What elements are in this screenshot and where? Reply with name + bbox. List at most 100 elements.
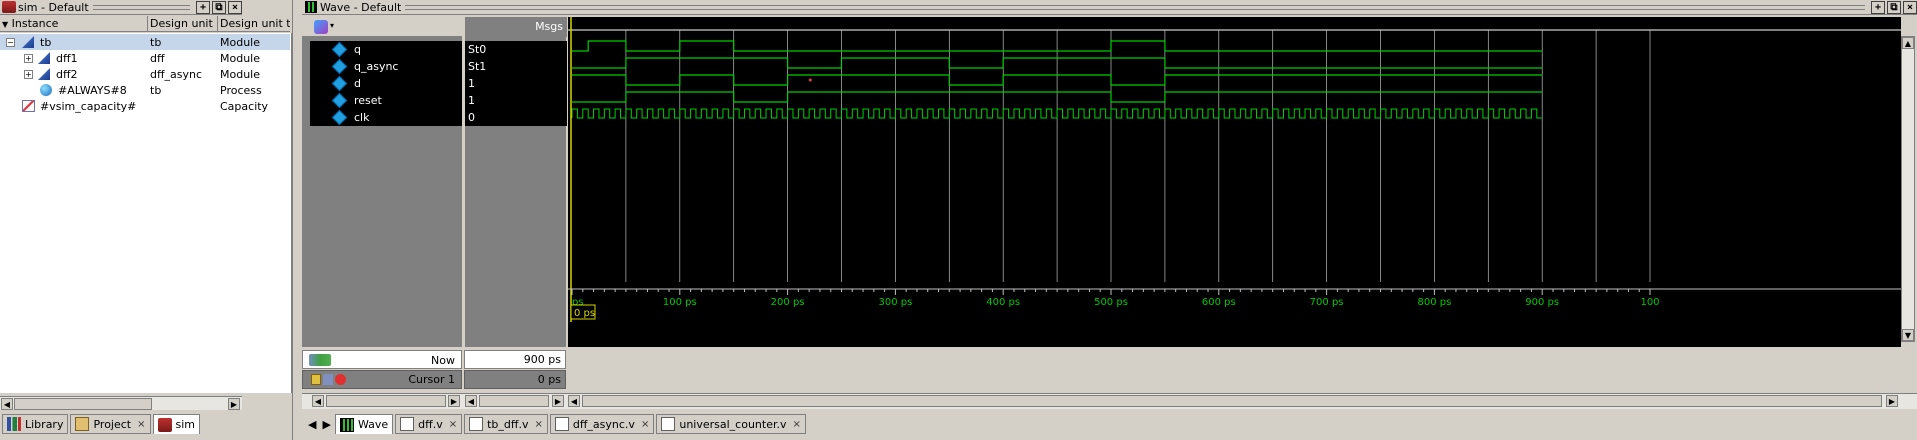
column-design-unit-label: Design unit — [150, 17, 213, 30]
tab-tb-dff-v[interactable]: tb_dff.v × — [464, 414, 548, 434]
wave-panel: Wave - Default + ⧉ × ▾ q q_async d — [302, 0, 1917, 440]
tab-close-icon[interactable]: × — [448, 418, 458, 430]
design-unit-type: Process — [220, 83, 262, 97]
signal-row-clk[interactable]: clk — [310, 109, 462, 126]
tab-sim[interactable]: sim — [152, 414, 201, 434]
expand-icon[interactable]: + — [24, 70, 33, 79]
column-instance[interactable]: ▼ Instance — [0, 16, 148, 32]
tab-library[interactable]: Library — [2, 414, 69, 434]
tab-dff-async-v-label: dff_async.v — [572, 417, 635, 431]
names-scroll-right-icon[interactable]: ▶ — [448, 395, 460, 407]
expand-icon[interactable]: + — [24, 54, 33, 63]
tab-sim-label: sim — [175, 418, 196, 431]
file-icon — [400, 417, 415, 431]
signal-name: q — [354, 43, 361, 56]
time-label: ps — [572, 297, 584, 308]
names-scroll-thumb[interactable] — [326, 395, 446, 407]
tree-row-dff2[interactable]: + dff2 dff_async Module — [0, 66, 290, 82]
wave-scroll-left-icon[interactable]: ◀ — [568, 395, 580, 407]
tab-wave[interactable]: Wave — [334, 414, 394, 434]
scroll-up-icon[interactable]: ▲ — [1902, 37, 1914, 49]
column-design-unit-type[interactable]: Design unit typ — [218, 16, 290, 32]
edit-cursor-icon[interactable] — [323, 374, 333, 385]
tree-row-tb[interactable]: − tb tb Module — [0, 34, 290, 50]
instance-name: #vsim_capacity# — [40, 99, 137, 113]
scroll-right-icon[interactable]: ▶ — [228, 398, 240, 410]
signal-row-d[interactable]: d — [310, 75, 462, 92]
tab-dff-v-label: dff.v — [418, 417, 443, 431]
sim-panel-titlebar: sim - Default + ⧉ × — [0, 0, 242, 15]
sim-horizontal-scrollbar[interactable]: ◀ ▶ — [0, 396, 242, 410]
lock-icon[interactable] — [311, 374, 321, 385]
column-design-unit-type-label: Design unit typ — [220, 17, 290, 30]
tabs-scroll-right-icon[interactable]: ▶ — [322, 417, 331, 431]
wave-scroll-thumb[interactable] — [582, 395, 1882, 407]
cursor-value: 0 ps — [464, 370, 566, 389]
wave-panel-tabs: ◀ ▶ Wave dff.v × tb_dff.v × dff_async.v … — [302, 414, 1602, 436]
tab-dff-async-v[interactable]: dff_async.v × — [549, 414, 655, 434]
scroll-down-icon[interactable]: ▼ — [1902, 329, 1914, 341]
column-design-unit[interactable]: Design unit — [148, 16, 218, 32]
project-icon — [75, 417, 90, 431]
names-scroll-left-icon[interactable]: ◀ — [312, 395, 324, 407]
panel-splitter[interactable] — [292, 0, 302, 440]
waveform-d — [572, 74, 1543, 86]
collapse-icon[interactable]: − — [6, 38, 15, 47]
waveform-area[interactable]: ps 100 ps 200 ps 300 ps 400 ps 500 ps 600 ps 70… — [568, 17, 1901, 347]
sim-tab-icon — [157, 417, 172, 432]
time-label: 300 ps — [878, 297, 912, 308]
format-icon[interactable] — [314, 20, 328, 34]
time-label: 700 ps — [1310, 297, 1344, 308]
wave-icon — [305, 1, 317, 13]
signal-name: clk — [354, 111, 370, 124]
wave-panel-drag-grip[interactable] — [405, 4, 1865, 10]
design-unit-type: Module — [220, 67, 260, 81]
tabs-scroll-left-icon[interactable]: ◀ — [308, 417, 317, 431]
tree-row-vsim-capacity[interactable]: #vsim_capacity# Capacity — [0, 98, 290, 114]
cursor-label: Cursor 1 — [408, 373, 455, 386]
scroll-thumb[interactable] — [14, 398, 152, 410]
tab-project-close-icon[interactable]: × — [137, 418, 146, 430]
sim-panel: sim - Default + ⧉ × ▼ Instance Design un… — [0, 0, 292, 440]
dropdown-arrow-icon[interactable]: ▾ — [330, 21, 335, 30]
signal-toolbar: ▾ — [302, 17, 462, 37]
file-icon — [554, 417, 569, 431]
msgs-scroll-left-icon[interactable]: ◀ — [465, 395, 477, 407]
msgs-scroll-right-icon[interactable]: ▶ — [552, 395, 564, 407]
sim-panel-close-icon[interactable]: × — [228, 0, 242, 14]
wave-panel-undock-icon[interactable]: ⧉ — [1887, 0, 1901, 14]
tab-dff-v[interactable]: dff.v × — [395, 414, 463, 434]
tree-row-dff1[interactable]: + dff1 dff Module — [0, 50, 290, 66]
cursor-time-box — [570, 304, 596, 320]
msgs-scroll-thumb[interactable] — [479, 395, 549, 407]
wave-panel-add-icon[interactable]: + — [1871, 0, 1885, 14]
signal-row-q[interactable]: q — [310, 41, 462, 58]
tree-row-always[interactable]: #ALWAYS#8 tb Process — [0, 82, 290, 98]
tab-close-icon[interactable]: × — [640, 418, 650, 430]
waveform-canvas[interactable]: ps 100 ps 200 ps 300 ps 400 ps 500 ps 600 ps 70… — [568, 17, 1901, 347]
wave-vertical-scrollbar[interactable]: ▲ ▼ — [1901, 36, 1915, 342]
sim-panel-add-icon[interactable]: + — [196, 0, 210, 14]
delete-cursor-icon[interactable] — [335, 374, 346, 385]
tab-project[interactable]: Project × — [70, 414, 151, 434]
now-toolbar-icons[interactable] — [309, 354, 331, 366]
tab-close-icon[interactable]: × — [792, 418, 801, 430]
now-label: Now — [431, 354, 455, 367]
instance-table-header: ▼ Instance Design unit Design unit typ — [0, 16, 290, 32]
tab-close-icon[interactable]: × — [534, 418, 543, 430]
tab-wave-label: Wave — [357, 418, 389, 431]
sim-panel-undock-icon[interactable]: ⧉ — [212, 0, 226, 14]
wave-panel-close-icon[interactable]: × — [1903, 0, 1917, 14]
scroll-left-icon[interactable]: ◀ — [1, 398, 13, 410]
design-unit: tb — [150, 35, 162, 49]
tab-library-label: Library — [25, 417, 64, 431]
signal-value: St0 — [465, 41, 567, 58]
sim-panel-drag-grip[interactable] — [92, 4, 190, 10]
signal-row-q-async[interactable]: q_async — [310, 58, 462, 75]
tab-universal-counter-v[interactable]: universal_counter.v × — [656, 414, 806, 434]
signal-name: q_async — [354, 60, 399, 73]
instance-name: tb — [40, 35, 52, 49]
signal-row-reset[interactable]: reset — [310, 92, 462, 109]
instance-name: dff1 — [56, 51, 78, 65]
wave-scroll-right-icon[interactable]: ▶ — [1886, 395, 1898, 407]
